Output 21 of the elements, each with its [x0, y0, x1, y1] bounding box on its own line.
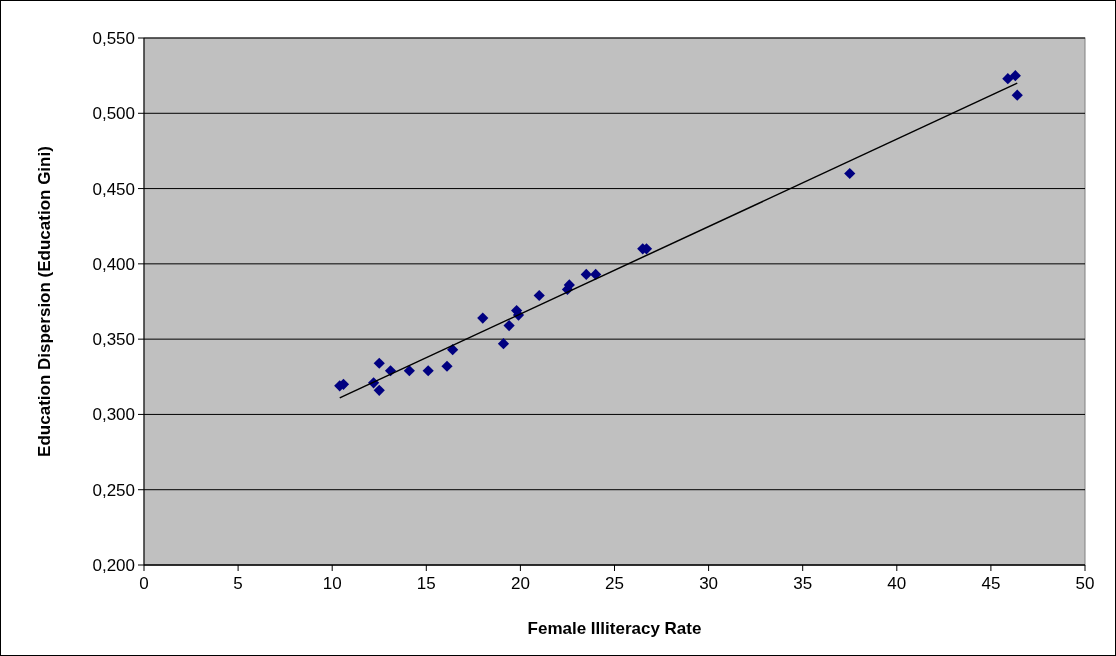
- x-tick-label: 20: [510, 574, 530, 593]
- x-tick-label: 5: [233, 574, 243, 593]
- x-tick-label: 25: [605, 574, 624, 593]
- x-tick-label: 0: [139, 574, 149, 593]
- x-axis-title: Female Illiteracy Rate: [527, 619, 702, 638]
- x-tick-label: 50: [1075, 574, 1095, 593]
- x-tick-label: 10: [322, 574, 342, 593]
- x-tick-label: 30: [699, 574, 719, 593]
- y-tick-label: 0,500: [92, 104, 135, 124]
- x-tick-label: 35: [793, 574, 813, 593]
- y-tick-label: 0,200: [92, 555, 135, 575]
- y-tick-label: 0,550: [92, 28, 135, 48]
- x-tick-label: 45: [981, 574, 1001, 593]
- y-tick-label: 0,400: [92, 254, 135, 274]
- y-tick-label: 0,450: [92, 179, 135, 199]
- y-tick-label: 0,350: [92, 330, 135, 350]
- y-tick-label: 0,300: [92, 405, 135, 425]
- y-axis-title: Education Dispersion (Education Gini): [35, 146, 54, 457]
- x-tick-label: 15: [416, 574, 436, 593]
- x-tick-label: 40: [887, 574, 907, 593]
- y-tick-label: 0,250: [92, 480, 135, 500]
